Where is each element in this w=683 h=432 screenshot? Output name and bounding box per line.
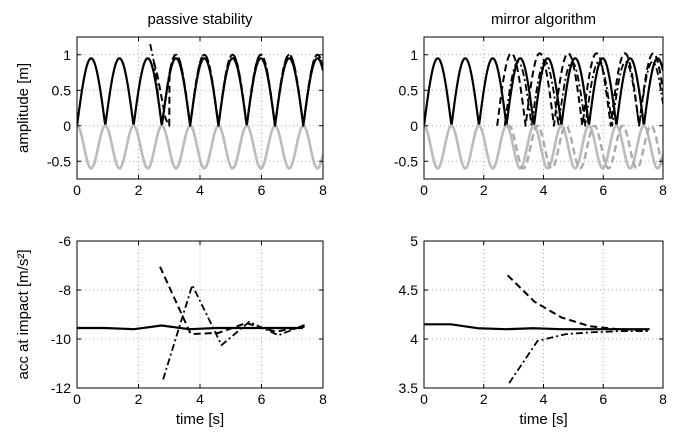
series-line-2 — [424, 124, 663, 170]
y-tick-label: 0 — [63, 118, 71, 134]
x-axis-label: time [s] — [519, 411, 567, 428]
y-tick-label: -0.5 — [394, 153, 418, 169]
x-tick-label: 8 — [319, 182, 327, 198]
series-line-3 — [508, 330, 649, 384]
x-tick-label: 2 — [480, 391, 488, 407]
series-line-4 — [503, 60, 663, 127]
series-line-5 — [506, 124, 663, 170]
y-tick-label: 0.5 — [399, 82, 419, 98]
x-tick-label: 6 — [599, 182, 607, 198]
y-tick-label: -0.5 — [47, 153, 71, 169]
chart-title: mirror algorithm — [491, 11, 596, 28]
y-axis-label: amplitude [m] — [15, 63, 32, 153]
x-axis-label: time [s] — [176, 411, 224, 428]
x-tick-label: 0 — [420, 182, 428, 198]
series-line-4 — [149, 43, 323, 127]
series-line-1 — [424, 57, 663, 127]
x-tick-label: 2 — [135, 391, 143, 407]
x-tick-label: 4 — [540, 182, 548, 198]
x-tick-label: 2 — [135, 182, 143, 198]
x-tick-label: 4 — [196, 182, 204, 198]
panel-4: 0 2 4 6 8 3.5 4 4.5 5 time [s] — [399, 233, 668, 428]
x-tick-label: 4 — [540, 391, 548, 407]
series-line-3 — [162, 284, 307, 380]
y-tick-label: 5 — [410, 233, 418, 249]
series-line-1 — [77, 324, 304, 331]
series-line-2 — [159, 266, 305, 336]
x-tick-label: 0 — [73, 391, 81, 407]
series-line-1 — [424, 323, 650, 331]
y-tick-label: 3.5 — [399, 380, 419, 396]
y-tick-label: 0.5 — [52, 82, 72, 98]
panel-3: 0 2 4 6 8 -12 -10 -8 -6 time [s] acc at impact [m/… — [15, 233, 327, 428]
y-tick-label: 1 — [63, 47, 71, 63]
x-tick-label: 8 — [319, 391, 327, 407]
chart-title: passive stability — [147, 11, 253, 28]
x-tick-label: 6 — [599, 391, 607, 407]
y-tick-label: -12 — [51, 380, 71, 396]
y-tick-label: -10 — [51, 331, 71, 347]
series-line-2 — [77, 124, 323, 170]
y-tick-label: 0 — [410, 118, 418, 134]
y-tick-label: 4.5 — [399, 282, 419, 298]
x-tick-label: 4 — [196, 391, 204, 407]
y-tick-label: 1 — [410, 47, 418, 63]
x-tick-label: 8 — [659, 182, 667, 198]
x-tick-label: 6 — [258, 182, 266, 198]
x-tick-label: 0 — [420, 391, 428, 407]
x-tick-label: 8 — [659, 391, 667, 407]
x-tick-label: 0 — [73, 182, 81, 198]
x-tick-label: 6 — [258, 391, 266, 407]
series-line-2 — [506, 274, 647, 332]
series-line-1 — [77, 57, 323, 127]
y-tick-label: -6 — [59, 233, 72, 249]
y-tick-label: 4 — [410, 331, 418, 347]
y-tick-label: -8 — [59, 282, 72, 298]
x-tick-label: 2 — [480, 182, 488, 198]
y-axis-label: acc at impact [m/s²] — [15, 249, 32, 379]
